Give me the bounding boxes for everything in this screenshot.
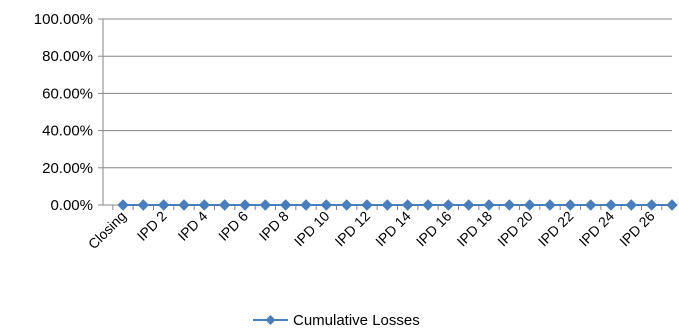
x-tick-label: IPD 8 bbox=[256, 208, 292, 244]
x-tick-label: IPD 20 bbox=[494, 208, 536, 250]
y-tick-label: 80.00% bbox=[42, 48, 93, 65]
data-point bbox=[340, 199, 353, 211]
data-point bbox=[401, 199, 414, 211]
data-point bbox=[361, 199, 373, 211]
data-point bbox=[381, 199, 394, 211]
data-point bbox=[625, 199, 638, 211]
data-point bbox=[483, 199, 495, 211]
x-tick-label: Closing bbox=[85, 208, 129, 252]
legend: Cumulative Losses bbox=[253, 312, 420, 329]
data-point bbox=[259, 199, 272, 211]
x-tick-label: IPD 6 bbox=[215, 208, 251, 244]
x-tick-label: IPD 14 bbox=[372, 208, 414, 250]
y-axis-ticks: 0.00% 20.00% 40.00% 60.00% 80.00% 100.00% bbox=[34, 11, 93, 214]
axes bbox=[98, 18, 672, 210]
y-tick-label: 20.00% bbox=[42, 160, 93, 177]
x-axis-ticks: Closing IPD 2 IPD 4 IPD 6 IPD 8 IPD 10 IPD 12 I… bbox=[85, 208, 658, 252]
data-point bbox=[666, 199, 678, 211]
data-point bbox=[503, 199, 516, 211]
data-point bbox=[584, 199, 597, 211]
data-point bbox=[157, 199, 170, 211]
y-tick-label: 40.00% bbox=[42, 123, 93, 140]
data-point bbox=[198, 199, 211, 211]
data-point bbox=[605, 199, 617, 211]
data-point bbox=[117, 199, 129, 211]
x-tick-label: IPD 16 bbox=[413, 208, 455, 250]
legend-label-cumulative-losses: Cumulative Losses bbox=[293, 312, 420, 329]
gridlines bbox=[103, 18, 672, 169]
data-point bbox=[564, 199, 577, 211]
data-point bbox=[279, 199, 292, 211]
y-tick-label: 60.00% bbox=[42, 85, 93, 102]
data-point bbox=[178, 199, 190, 211]
x-tick-label: IPD 2 bbox=[134, 208, 170, 244]
y-tick-label: 100.00% bbox=[34, 11, 93, 28]
series bbox=[117, 199, 678, 211]
x-tick-label: IPD 18 bbox=[454, 208, 496, 250]
x-tick-label: IPD 4 bbox=[174, 208, 210, 244]
data-point bbox=[218, 199, 231, 211]
x-tick-label: IPD 26 bbox=[616, 208, 658, 250]
data-point bbox=[320, 199, 333, 211]
x-tick-label: IPD 22 bbox=[535, 208, 577, 250]
data-point bbox=[462, 199, 475, 211]
data-point bbox=[239, 199, 251, 211]
x-tick-label: IPD 24 bbox=[576, 208, 618, 250]
data-point bbox=[422, 199, 434, 211]
data-point bbox=[442, 199, 455, 211]
data-point bbox=[137, 199, 150, 211]
legend-marker-cumulative-losses bbox=[265, 315, 276, 325]
x-tick-label: IPD 10 bbox=[291, 208, 333, 250]
data-point bbox=[544, 199, 556, 211]
y-tick-label: 0.00% bbox=[50, 197, 93, 214]
x-tick-label: IPD 12 bbox=[332, 208, 374, 250]
data-point bbox=[300, 199, 312, 211]
data-point bbox=[645, 199, 658, 211]
data-point bbox=[523, 199, 536, 211]
